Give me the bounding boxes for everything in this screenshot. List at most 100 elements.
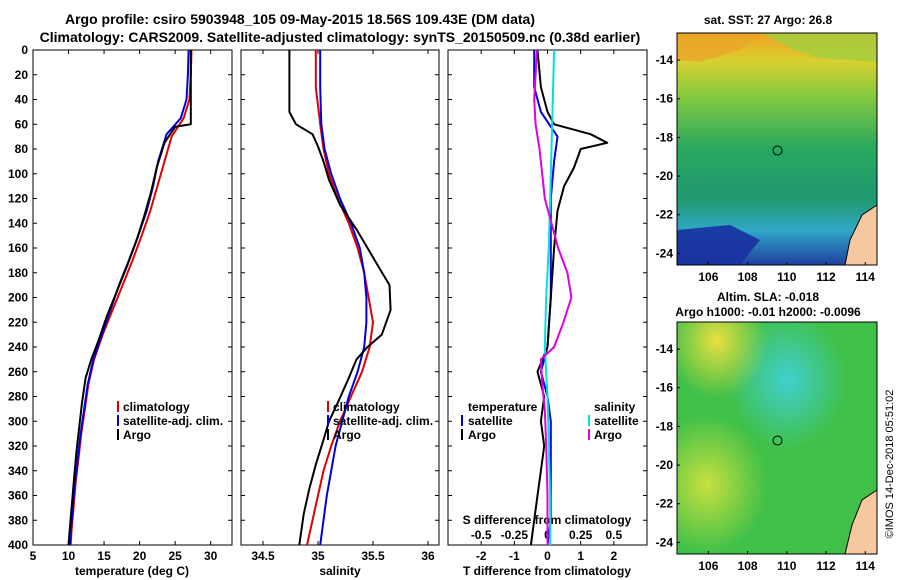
x-tick-label: -2 <box>476 549 487 563</box>
sst-cold-patch <box>677 225 760 265</box>
s-diff-tick-label: 0.5 <box>605 528 622 542</box>
depth-tick-label: 320 <box>8 439 28 453</box>
map-x-tick-label: 106 <box>698 559 718 573</box>
difference-series <box>529 50 609 545</box>
map-y-tick-label: -18 <box>656 419 674 433</box>
map-x-tick-label: 112 <box>816 559 836 573</box>
depth-axis: 0 20 40 60 80 100 120 140 160 180 200 220 240 260 280 3… <box>8 43 647 552</box>
depth-tick-label: 180 <box>8 266 28 280</box>
title-line-2: Climatology: CARS2009. Satellite-adjuste… <box>40 29 641 45</box>
depth-tick-label: 380 <box>8 513 28 527</box>
x-tick-label: 15 <box>97 549 111 563</box>
difference-legend: temperature satellite Argo salinity sate… <box>461 400 639 442</box>
depth-tick-label: 140 <box>8 216 28 230</box>
sst-map-frame <box>676 32 878 266</box>
s-difference-axis: -0.5 -0.25 0 0.25 0.5 <box>471 528 623 542</box>
x-tick-label: 36 <box>421 549 435 563</box>
temperature-panel-frame <box>32 49 233 546</box>
sla-map <box>676 321 878 555</box>
series-line-satellite-adj-clim- <box>69 50 190 545</box>
depth-tick-label: 240 <box>8 340 28 354</box>
sla-map-axes: 106 108 110 112 114 -14 -16 -18 -20 -22 -24 <box>656 342 876 573</box>
depth-tick-label: 60 <box>15 117 29 131</box>
x-tick-label: 5 <box>30 549 37 563</box>
legend-label-t-satellite: satellite <box>468 414 513 428</box>
map-x-tick-label: 110 <box>777 270 797 284</box>
map-y-tick-label: -20 <box>656 169 674 183</box>
legend-label-t-argo: Argo <box>468 428 496 442</box>
legend-label-satellite: satellite-adj. clim. <box>333 414 433 428</box>
legend-label-climatology: climatology <box>123 400 190 414</box>
temperature-legend: climatology satellite-adj. clim. Argo <box>117 400 223 442</box>
sst-warm-patch <box>677 33 760 62</box>
s-diff-tick-label: -0.25 <box>501 528 529 542</box>
series-line-s-argo <box>533 50 573 545</box>
salinity-legend: climatology satellite-adj. clim. Argo <box>327 400 433 442</box>
map-x-tick-label: 110 <box>777 559 797 573</box>
series-line-climatology <box>69 50 193 545</box>
map-y-tick-label: -22 <box>656 497 674 511</box>
temperature-x-axis: 5 10 15 20 25 30 <box>30 50 218 563</box>
legend-label-s-argo: Argo <box>594 428 622 442</box>
sst-map-title: sat. SST: 27 Argo: 26.8 <box>704 13 833 27</box>
sla-argo-marker <box>772 435 783 446</box>
timestamp-watermark: ©IMOS 14-Dec-2018 05:51:02 <box>884 390 896 539</box>
map-x-tick-label: 106 <box>698 270 718 284</box>
series-line-satellite-adj-clim- <box>319 50 368 545</box>
map-y-tick-label: -22 <box>656 208 674 222</box>
map-y-tick-label: -24 <box>656 535 674 549</box>
series-line-s-satellite <box>543 50 556 545</box>
x-tick-label: 1 <box>577 549 584 563</box>
sst-warm-band <box>760 33 877 62</box>
depth-tick-label: 100 <box>8 167 28 181</box>
depth-tick-label: 120 <box>8 192 28 206</box>
depth-tick-label: 400 <box>8 538 28 552</box>
series-line-argo <box>288 50 392 545</box>
map-x-tick-label: 108 <box>738 270 758 284</box>
legend-label-argo: Argo <box>333 428 361 442</box>
map-y-tick-label: -20 <box>656 458 674 472</box>
legend-label-satellite: satellite-adj. clim. <box>123 414 223 428</box>
x-tick-label: 10 <box>62 549 76 563</box>
map-y-tick-label: -24 <box>656 246 674 260</box>
depth-tick-label: 260 <box>8 365 28 379</box>
s-diff-tick-label: -0.5 <box>471 528 492 542</box>
sst-map-axes: 106 108 110 112 114 -14 -16 -18 -20 -22 -24 <box>656 53 876 284</box>
depth-tick-label: 160 <box>8 241 28 255</box>
salinity-axis-label: salinity <box>319 564 361 578</box>
depth-tick-label: 220 <box>8 315 28 329</box>
depth-tick-label: 80 <box>15 142 29 156</box>
legend-label-argo: Argo <box>123 428 151 442</box>
sla-map-frame <box>676 321 878 555</box>
sla-map-title-1: Altim. SLA: -0.018 <box>717 290 819 304</box>
series-line-t-argo <box>529 50 609 545</box>
depth-tick-label: 360 <box>8 489 28 503</box>
s-diff-tick-label: 0.25 <box>569 528 593 542</box>
temperature-series <box>67 50 193 545</box>
map-y-tick-label: -14 <box>656 53 674 67</box>
salinity-x-axis: 34.5 35 35.5 36 <box>251 50 435 563</box>
x-tick-label: 20 <box>133 549 147 563</box>
legend-header-salinity: salinity <box>594 400 636 414</box>
depth-tick-label: 200 <box>8 291 28 305</box>
map-x-tick-label: 112 <box>816 270 836 284</box>
x-tick-label: -1 <box>509 549 520 563</box>
sla-high-yellow-w <box>677 322 877 554</box>
series-line-climatology <box>306 50 374 545</box>
map-y-tick-label: -14 <box>656 342 674 356</box>
map-y-tick-label: -16 <box>656 92 674 106</box>
sst-field <box>677 33 877 265</box>
legend-label-climatology: climatology <box>333 400 400 414</box>
map-y-tick-label: -18 <box>656 130 674 144</box>
x-tick-label: 35 <box>311 549 325 563</box>
x-tick-label: 25 <box>168 549 182 563</box>
sst-map <box>676 32 878 266</box>
temperature-axis-label: temperature (deg C) <box>75 564 189 578</box>
depth-tick-label: 20 <box>15 68 29 82</box>
depth-tick-label: 340 <box>8 464 28 478</box>
map-y-tick-label: -16 <box>656 381 674 395</box>
map-x-tick-label: 108 <box>738 559 758 573</box>
x-tick-label: 34.5 <box>251 549 275 563</box>
salinity-panel-frame <box>240 49 440 546</box>
